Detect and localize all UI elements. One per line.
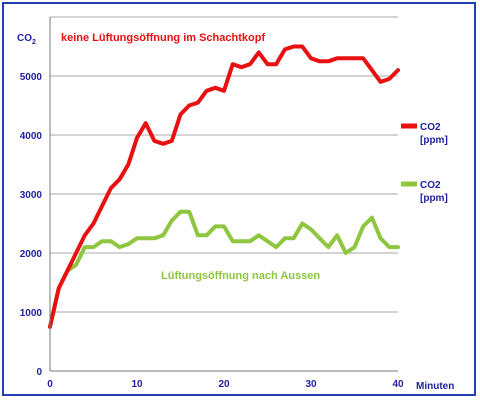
legend-item-green: CO2 [ppm]	[401, 180, 448, 204]
y-axis-label-main: CO	[17, 33, 32, 44]
y-tick-label: 1000	[20, 308, 43, 319]
y-tick-label: 3000	[20, 190, 43, 201]
legend-item-red: CO2 [ppm]	[401, 122, 448, 146]
legend: CO2 [ppm] CO2 [ppm]	[401, 122, 448, 204]
x-axis-label: Minuten	[416, 381, 454, 392]
x-tick-label: 30	[305, 379, 317, 390]
y-tick-label: 2000	[20, 249, 43, 260]
axes	[49, 17, 398, 372]
annotation-no-vent: keine Lüftungsöffnung im Schachtkopf	[61, 32, 265, 44]
series-lines	[48, 44, 400, 329]
series-line-green	[48, 209, 400, 329]
x-tick-label: 20	[218, 379, 230, 390]
tick-labels: 0 1000 2000 3000 4000 5000 0 10 20 30 40	[20, 72, 404, 390]
y-tick-label: 0	[36, 367, 42, 378]
legend-label-green-line2: [ppm]	[420, 193, 448, 204]
x-tick-label: 0	[47, 379, 53, 390]
chart-frame: 0 1000 2000 3000 4000 5000 0 10 20 30 40 CO2 Minut…	[2, 2, 476, 396]
y-tick-label: 4000	[20, 131, 43, 142]
x-tick-label: 40	[392, 379, 404, 390]
legend-label-red-line1: CO2	[420, 122, 441, 133]
grid	[50, 16, 398, 313]
y-axis-label: CO2	[17, 33, 36, 46]
series-line-red	[48, 44, 400, 329]
x-tick-label: 10	[131, 379, 143, 390]
chart: 0 1000 2000 3000 4000 5000 0 10 20 30 40 CO2 Minut…	[17, 16, 454, 392]
y-axis-label-subscript: 2	[32, 39, 36, 46]
annotation-vent-outside: Lüftungsöffnung nach Aussen	[161, 270, 320, 282]
legend-label-green-line1: CO2	[420, 180, 441, 191]
y-tick-label: 5000	[20, 72, 43, 83]
legend-label-red-line2: [ppm]	[420, 135, 448, 146]
